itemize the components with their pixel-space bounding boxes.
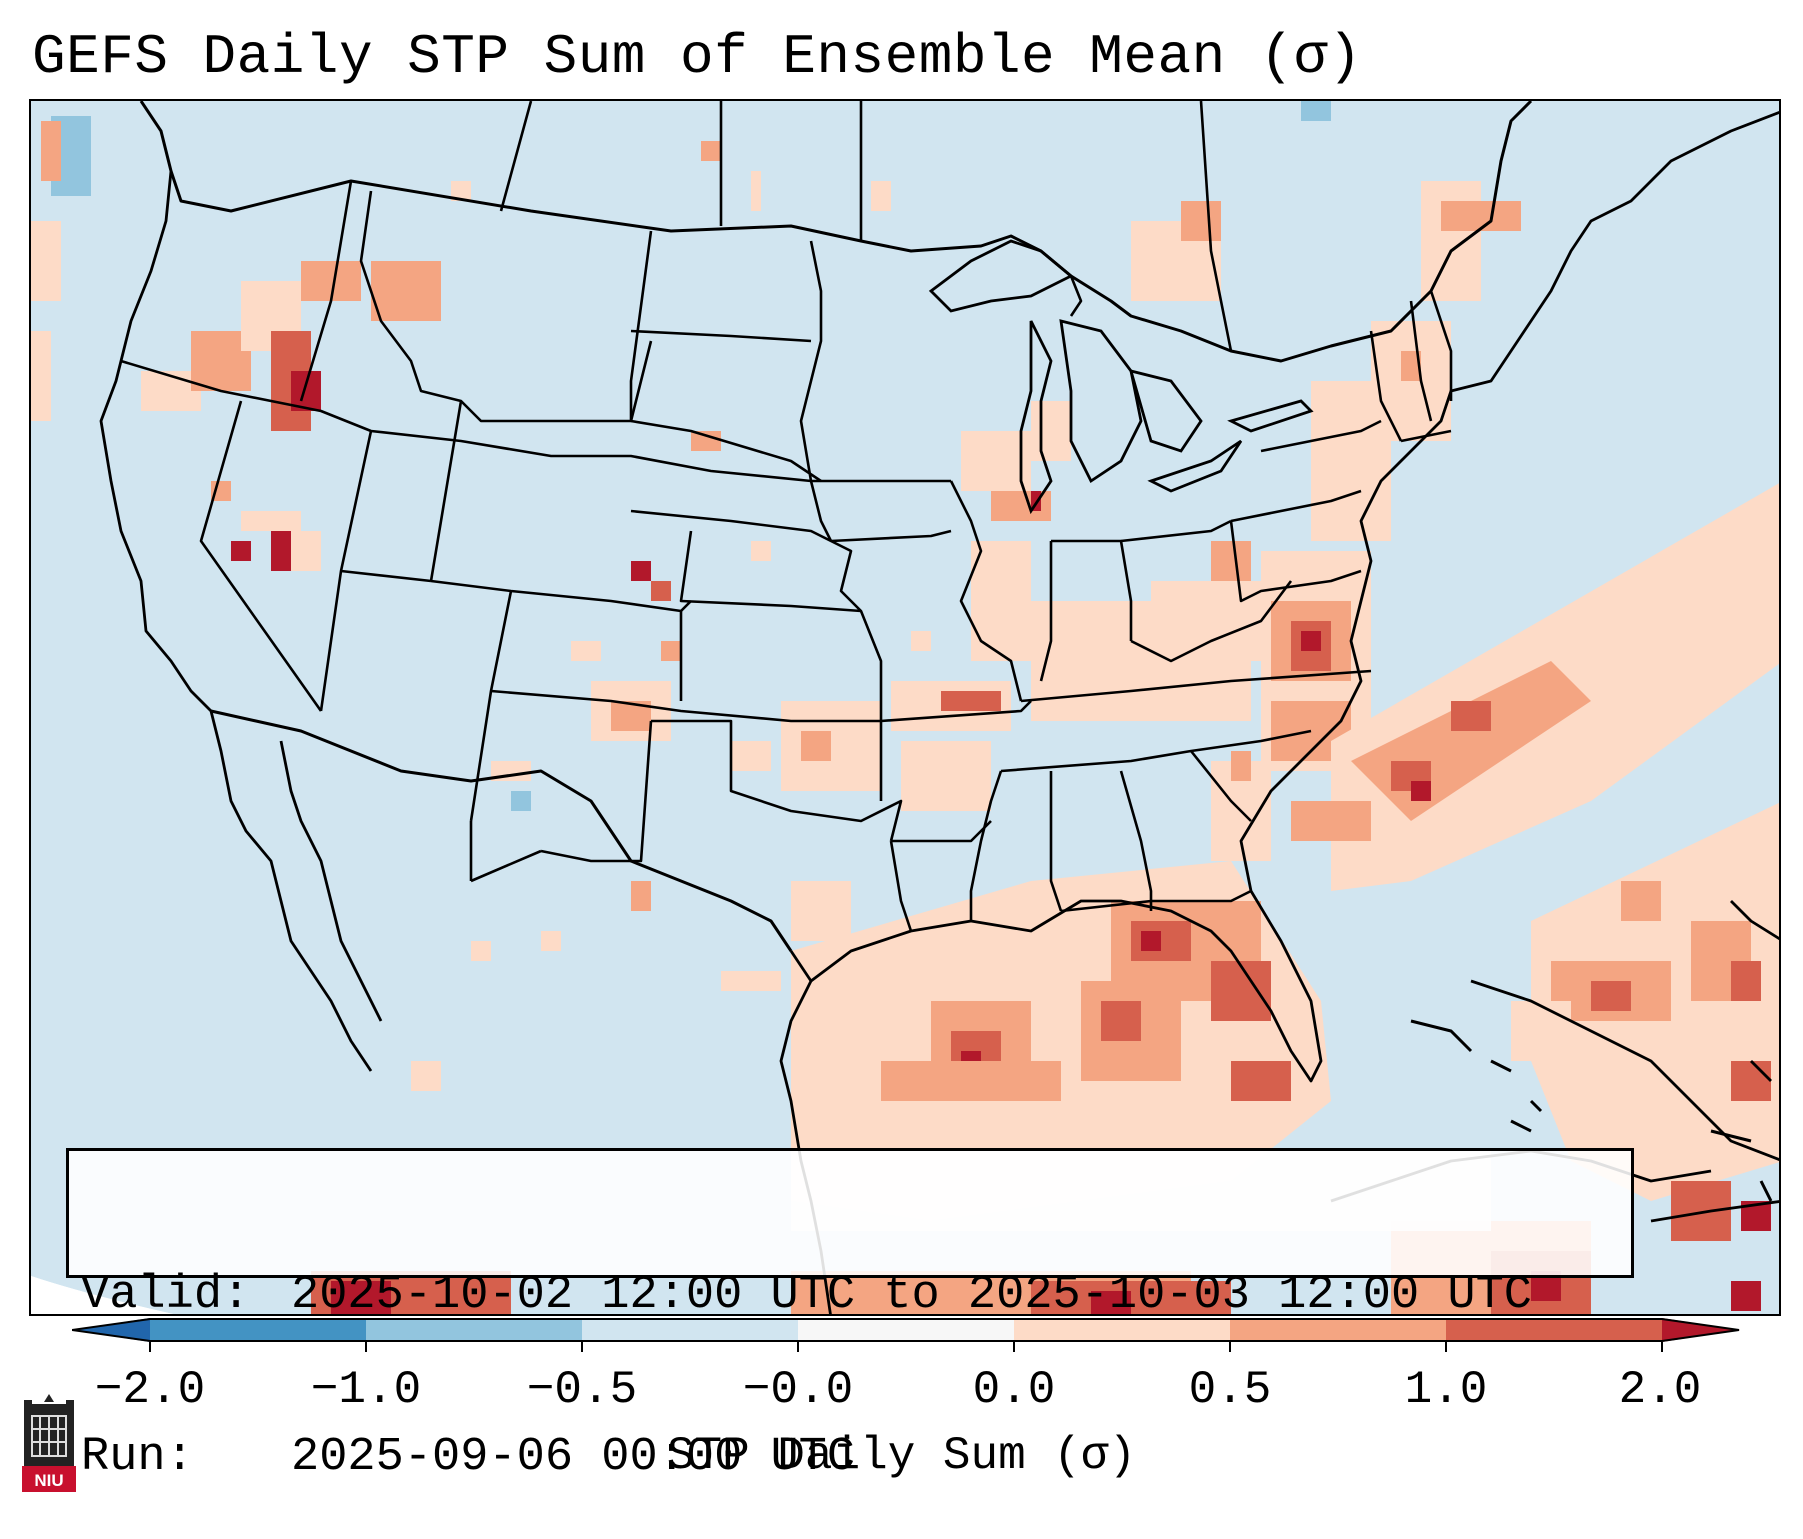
colorbar-tick (1013, 1342, 1015, 1352)
colorbar-tick-label: −0.5 (526, 1364, 638, 1416)
university-tower-icon (22, 1394, 76, 1492)
colorbar-tick-label: 2.0 (1618, 1364, 1702, 1416)
valid-label: Valid: (81, 1269, 251, 1322)
anomaly-patches (31, 101, 1779, 1314)
niu-logo[interactable]: NIU (20, 1394, 78, 1494)
valid-value: 2025-10-02 12:00 UTC to 2025-10-03 12:00… (291, 1269, 1533, 1322)
colorbar-seg-05-1 (1230, 1318, 1446, 1342)
colorbar (72, 1318, 1740, 1342)
colorbar-extend-low (72, 1318, 150, 1342)
stp-map (31, 101, 1779, 1314)
outside-projection (31, 1276, 174, 1314)
colorbar-seg-neg05-0 (582, 1318, 798, 1342)
valid-run-info-box: Valid: 2025-10-02 12:00 UTC to 2025-10-0… (66, 1148, 1634, 1484)
colorbar-title: STP Daily Sum (σ) (666, 1430, 1137, 1482)
logo-text: NIU (34, 1471, 63, 1490)
colorbar-tick-label: 0.0 (972, 1364, 1056, 1416)
colorbar-tick (581, 1342, 583, 1352)
state-borders (120, 101, 1453, 932)
colorbar-tick (365, 1342, 367, 1352)
map-panel[interactable] (29, 99, 1781, 1316)
colorbar-seg-zero (798, 1318, 1014, 1342)
colorbar-tick-label: −2.0 (94, 1364, 206, 1416)
colorbar-seg-1-2 (1446, 1318, 1662, 1342)
colorbar-tick-label: −0.0 (742, 1364, 854, 1416)
caribbean-islands (1410, 1019, 1773, 1202)
colorbar-tick (1445, 1342, 1447, 1352)
colorbar-seg-neg1-neg05 (366, 1318, 582, 1342)
colorbar-seg-neg2-neg1 (150, 1318, 366, 1342)
valid-time-row: Valid: 2025-10-02 12:00 UTC to 2025-10-0… (81, 1269, 1619, 1323)
map-title: GEFS Daily STP Sum of Ensemble Mean (σ) (32, 25, 1363, 89)
colorbar-tick (797, 1342, 799, 1352)
colorbar-outline (72, 1318, 1740, 1342)
colorbar-tick-label: 0.5 (1188, 1364, 1272, 1416)
colorbar-tick (1661, 1342, 1663, 1352)
colorbar-seg-0-05 (1014, 1318, 1230, 1342)
run-label: Run: (81, 1431, 194, 1484)
colorbar-tick (149, 1342, 151, 1352)
colorbar-extend-high (1662, 1318, 1740, 1342)
colorbar-tick-label: 1.0 (1404, 1364, 1488, 1416)
run-value: 2025-09-06 00:00 UTC (291, 1431, 856, 1484)
run-time-row: Run: 2025-09-06 00:00 UTC (81, 1431, 1619, 1485)
colorbar-tick-label: −1.0 (310, 1364, 422, 1416)
colorbar-tick (1229, 1342, 1231, 1352)
